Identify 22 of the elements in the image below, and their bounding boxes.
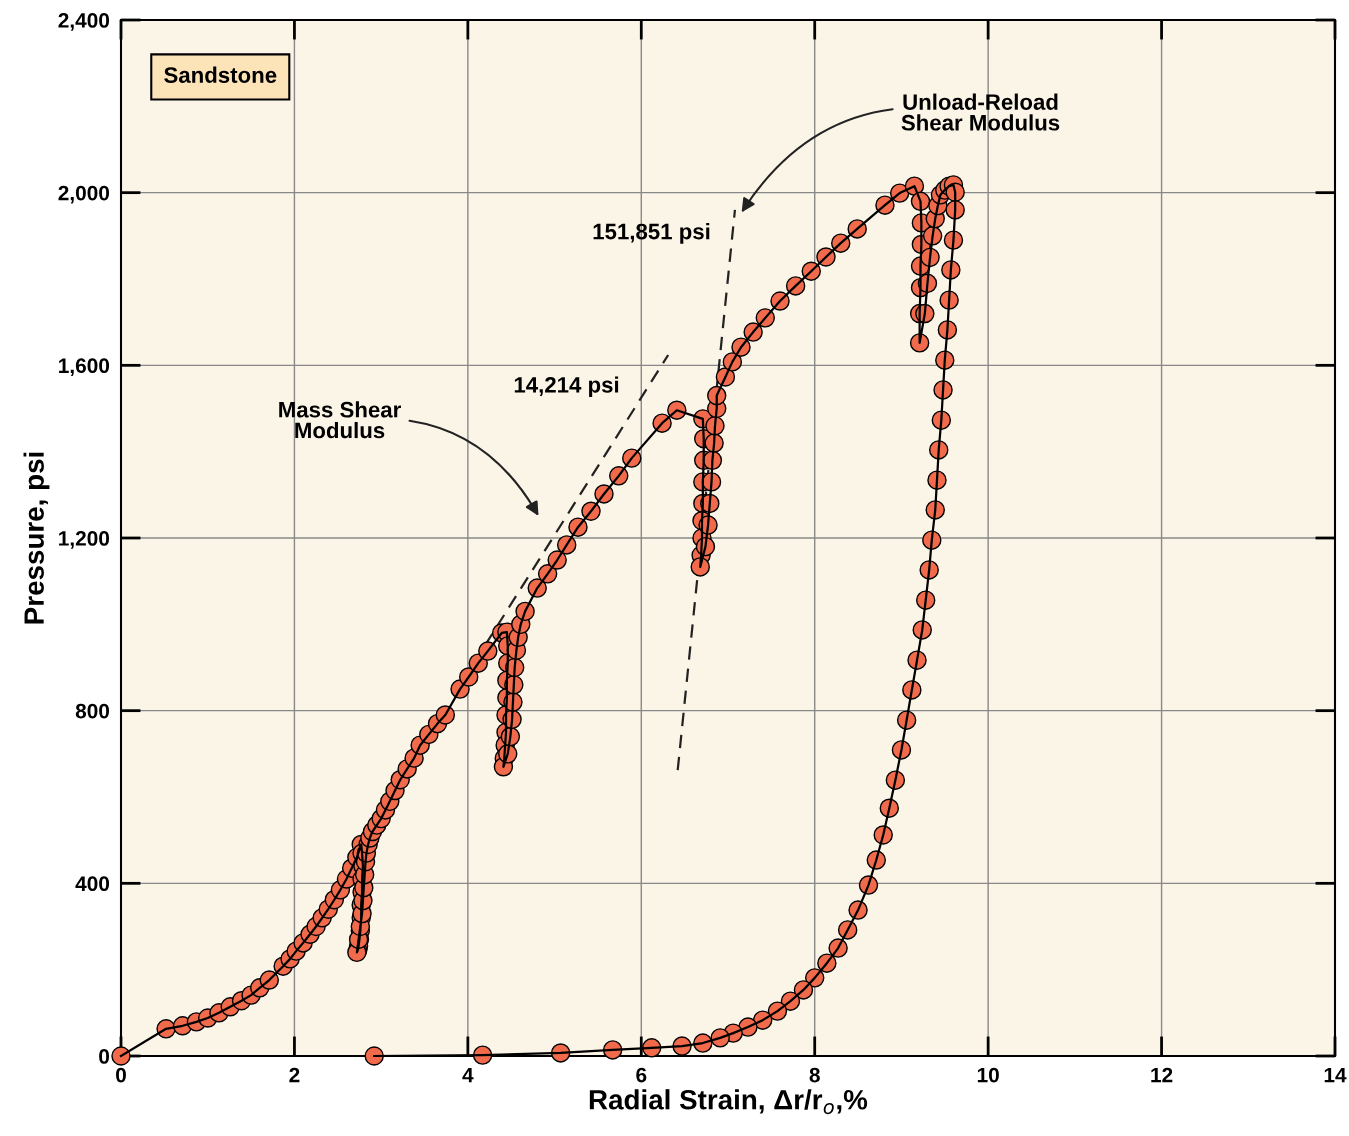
x-tick-label: 4	[462, 1067, 474, 1083]
y-tick-label: 0	[99, 1049, 110, 1064]
x-tick-label: 10	[977, 1067, 999, 1083]
x-tick-label: 2	[289, 1067, 300, 1083]
x-tick-label: 12	[1151, 1067, 1173, 1083]
annotation: Unload-Reload Shear Modulus	[901, 93, 1060, 131]
annotation: Sandstone	[164, 66, 277, 83]
annotation: 14,214 psi	[514, 376, 619, 398]
x-tick-label: 14	[1324, 1067, 1347, 1083]
x-tick-label: 6	[636, 1067, 647, 1083]
y-tick-label: 2,400	[58, 13, 110, 31]
y-tick-label: 2,000	[58, 185, 110, 204]
y-tick-label: 1,200	[59, 531, 110, 549]
annotation: 151,851 psi	[593, 223, 710, 244]
y-axis-title: Pressure, psi	[23, 452, 50, 624]
y-tick-label: 1,600	[59, 358, 110, 377]
x-tick-label: 8	[809, 1067, 820, 1083]
y-tick-label: 400	[75, 876, 110, 892]
annotation: Mass Shear Modulus	[279, 401, 401, 439]
y-tick-label: 800	[75, 703, 110, 719]
x-axis-title: Radial Strain, Δr/r$_{o}$,%	[589, 1089, 868, 1115]
x-tick-label: 0	[116, 1067, 126, 1083]
